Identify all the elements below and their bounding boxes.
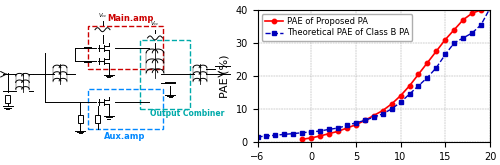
Theoretical PAE of Class B PA bbox=[264, 135, 270, 137]
Text: Aux.amp: Aux.amp bbox=[104, 132, 146, 141]
Theoretical PAE of Class B PA bbox=[272, 134, 278, 136]
PAE of Proposed PA bbox=[380, 110, 386, 112]
Theoretical PAE of Class B PA bbox=[380, 113, 386, 115]
PAE of Proposed PA bbox=[326, 133, 332, 135]
PAE of Proposed PA bbox=[344, 127, 350, 129]
PAE of Proposed PA bbox=[371, 115, 377, 116]
Theoretical PAE of Class B PA bbox=[388, 108, 394, 110]
PAE of Proposed PA bbox=[398, 95, 404, 97]
Bar bbox=[95, 115, 100, 123]
PAE of Proposed PA bbox=[424, 62, 430, 64]
Theoretical PAE of Class B PA bbox=[434, 67, 440, 69]
Text: Main.amp: Main.amp bbox=[107, 14, 153, 23]
PAE of Proposed PA bbox=[416, 73, 422, 75]
PAE of Proposed PA bbox=[335, 130, 341, 132]
Theoretical PAE of Class B PA bbox=[424, 77, 430, 79]
Theoretical PAE of Class B PA bbox=[487, 7, 493, 9]
PAE of Proposed PA bbox=[460, 19, 466, 21]
Theoretical PAE of Class B PA bbox=[290, 133, 296, 135]
Theoretical PAE of Class B PA bbox=[371, 116, 377, 118]
Theoretical PAE of Class B PA bbox=[398, 101, 404, 103]
PAE of Proposed PA bbox=[317, 135, 323, 137]
PAE of Proposed PA bbox=[487, 7, 493, 9]
PAE of Proposed PA bbox=[388, 103, 394, 105]
Theoretical PAE of Class B PA bbox=[282, 133, 288, 135]
Text: Output Combiner: Output Combiner bbox=[150, 109, 224, 118]
PAE of Proposed PA bbox=[362, 119, 368, 121]
Text: $V_{cc}$: $V_{cc}$ bbox=[150, 19, 160, 28]
Theoretical PAE of Class B PA bbox=[254, 136, 260, 138]
Theoretical PAE of Class B PA bbox=[442, 53, 448, 55]
PAE of Proposed PA bbox=[406, 85, 412, 87]
Bar bbox=[5, 95, 10, 103]
Bar bbox=[78, 115, 82, 123]
Theoretical PAE of Class B PA bbox=[353, 122, 359, 124]
Theoretical PAE of Class B PA bbox=[299, 132, 305, 134]
PAE of Proposed PA bbox=[353, 124, 359, 126]
Theoretical PAE of Class B PA bbox=[416, 85, 422, 87]
PAE of Proposed PA bbox=[451, 29, 457, 31]
Line: PAE of Proposed PA: PAE of Proposed PA bbox=[300, 6, 492, 141]
PAE of Proposed PA bbox=[299, 138, 305, 140]
Theoretical PAE of Class B PA bbox=[308, 131, 314, 133]
PAE of Proposed PA bbox=[442, 39, 448, 41]
Theoretical PAE of Class B PA bbox=[326, 128, 332, 130]
Theoretical PAE of Class B PA bbox=[317, 130, 323, 132]
Text: $V_{cc}$: $V_{cc}$ bbox=[98, 11, 108, 20]
Theoretical PAE of Class B PA bbox=[344, 124, 350, 126]
PAE of Proposed PA bbox=[434, 50, 440, 52]
Y-axis label: PAE (%): PAE (%) bbox=[220, 54, 230, 98]
Theoretical PAE of Class B PA bbox=[460, 37, 466, 39]
Theoretical PAE of Class B PA bbox=[451, 42, 457, 44]
PAE of Proposed PA bbox=[478, 9, 484, 11]
Theoretical PAE of Class B PA bbox=[406, 93, 412, 95]
PAE of Proposed PA bbox=[308, 137, 314, 139]
Line: Theoretical PAE of Class B PA: Theoretical PAE of Class B PA bbox=[256, 6, 492, 139]
Theoretical PAE of Class B PA bbox=[362, 119, 368, 121]
Theoretical PAE of Class B PA bbox=[469, 32, 475, 34]
Theoretical PAE of Class B PA bbox=[335, 127, 341, 129]
Theoretical PAE of Class B PA bbox=[478, 24, 484, 26]
PAE of Proposed PA bbox=[469, 12, 475, 14]
Legend: PAE of Proposed PA, Theoretical PAE of Class B PA: PAE of Proposed PA, Theoretical PAE of C… bbox=[262, 14, 412, 41]
